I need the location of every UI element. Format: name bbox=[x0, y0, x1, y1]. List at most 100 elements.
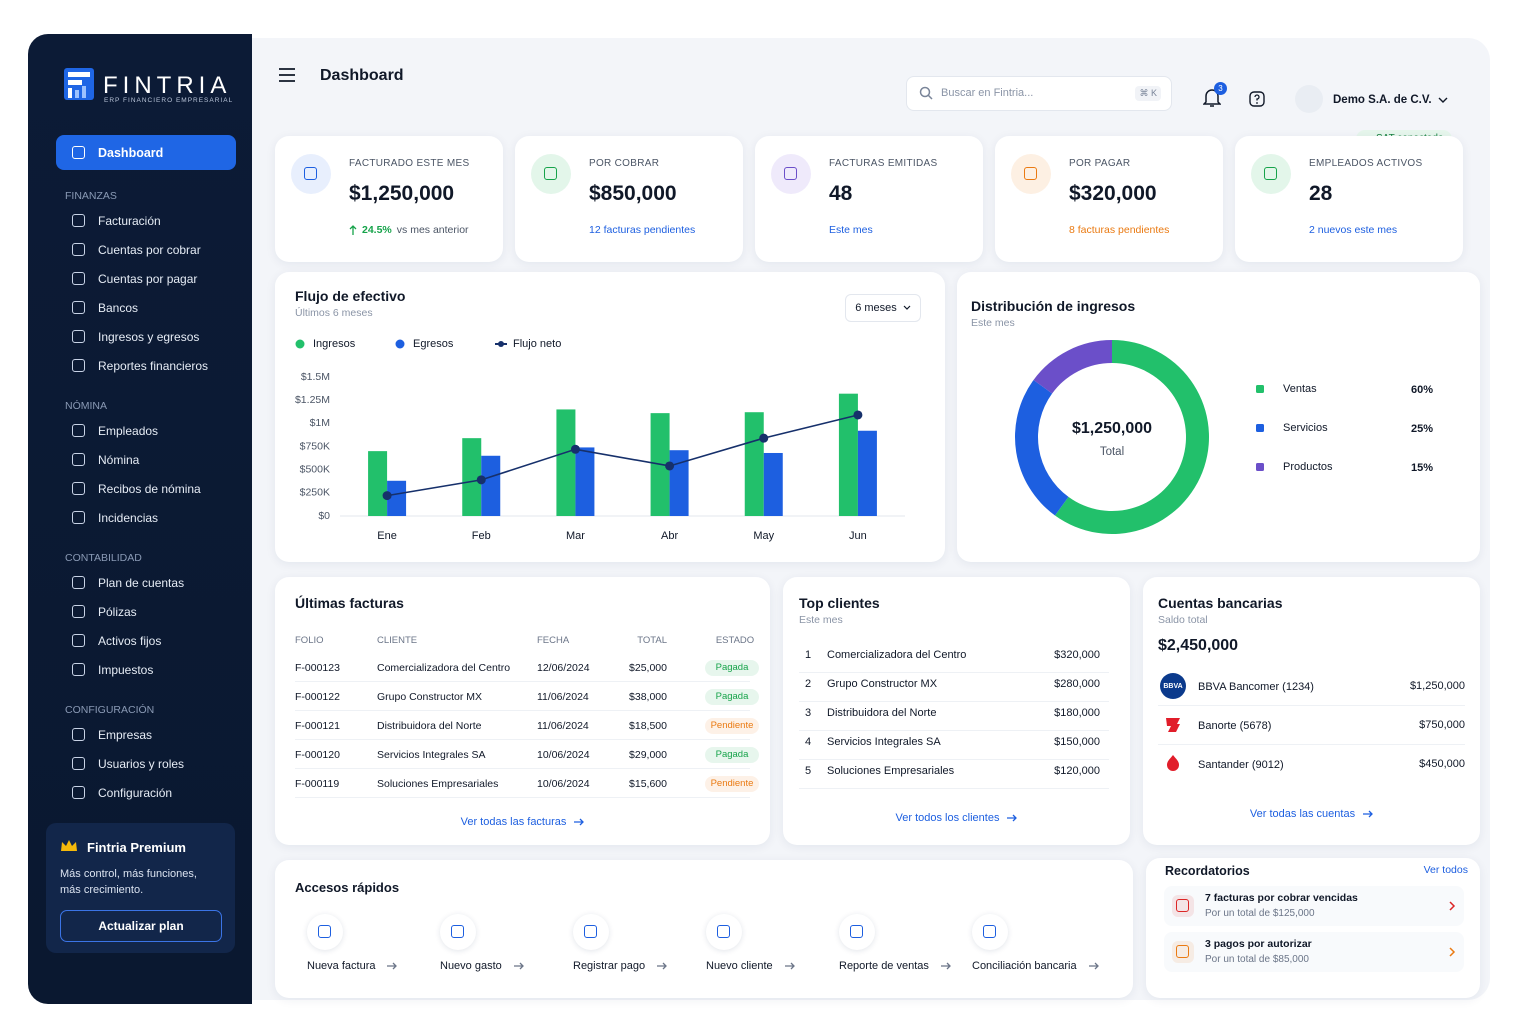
nav-item[interactable]: Cuentas por cobrar bbox=[56, 235, 236, 264]
kpi-label: FACTURAS EMITIDAS bbox=[829, 158, 938, 169]
arrow-shape bbox=[574, 818, 585, 826]
table-cell: 12/06/2024 bbox=[537, 662, 590, 674]
kpi-note: 24.5% vs mes anterior bbox=[349, 224, 469, 236]
nav-item[interactable]: Usuarios y roles bbox=[56, 749, 236, 778]
legend-dot bbox=[498, 341, 504, 347]
nav-item[interactable]: Plan de cuentas bbox=[56, 568, 236, 597]
chevron-down bbox=[1438, 97, 1448, 103]
column-header: TOTAL bbox=[637, 635, 667, 646]
quick-action[interactable]: Nuevo cliente bbox=[696, 914, 821, 984]
client-amount: $150,000 bbox=[1054, 736, 1100, 748]
company-selector[interactable]: Demo S.A. de C.V. bbox=[1295, 85, 1495, 115]
quick-action-icon bbox=[972, 914, 1008, 950]
nav-item[interactable]: Pólizas bbox=[56, 597, 236, 626]
kpi-card: FACTURADO ESTE MES $1,250,000 24.5% vs mes … bbox=[275, 136, 503, 262]
row-divider bbox=[799, 672, 1109, 673]
view-all-link[interactable]: Ver todas las cuentas bbox=[1143, 808, 1480, 820]
nav-item[interactable]: Configuración bbox=[56, 778, 236, 807]
nav-item[interactable]: Recibos de nómina bbox=[56, 474, 236, 503]
nav-item[interactable]: Ingresos y egresos bbox=[56, 322, 236, 351]
row-divider bbox=[799, 730, 1109, 731]
reminder-icon bbox=[1172, 895, 1194, 917]
reminder-item[interactable]: 7 facturas por cobrar vencidas Por un tot… bbox=[1164, 886, 1464, 926]
nav-item[interactable]: Reportes financieros bbox=[56, 351, 236, 380]
kpi-change: 24.5% bbox=[362, 224, 392, 236]
search-box[interactable]: Buscar en Fintria... ⌘ K bbox=[906, 76, 1172, 111]
top-clients-card: Top clientes Este mes 1 Comercializadora de… bbox=[783, 577, 1130, 845]
nav-item[interactable]: Impuestos bbox=[56, 655, 236, 684]
chevron-right bbox=[1449, 901, 1456, 911]
bank-name: BBVA Bancomer (1234) bbox=[1198, 681, 1314, 693]
net-flow-point bbox=[476, 475, 486, 485]
legend-dot bbox=[395, 339, 405, 349]
nav-item[interactable]: Cuentas por pagar bbox=[56, 264, 236, 293]
icon bbox=[318, 925, 331, 938]
bank-balance: $1,250,000 bbox=[1409, 680, 1465, 692]
status-badge: Pagada bbox=[705, 747, 759, 763]
page-title: Dashboard bbox=[320, 67, 404, 84]
arrow-shape bbox=[1363, 810, 1374, 818]
nav-item[interactable]: Activos fijos bbox=[56, 626, 236, 655]
table-cell: F-000123 bbox=[295, 662, 340, 674]
nav-item-active[interactable]: Dashboard bbox=[56, 135, 236, 170]
kpi-note-text: 12 facturas pendientes bbox=[589, 224, 696, 236]
nav-item-label: Cuentas por pagar bbox=[98, 271, 198, 286]
client-amount: $120,000 bbox=[1054, 765, 1100, 777]
bank-logo bbox=[1163, 714, 1183, 734]
kpi-card: EMPLEADOS ACTIVOS 28 2 nuevos este mes bbox=[1235, 136, 1463, 262]
legend-swatch bbox=[1256, 385, 1264, 393]
nav-item-label: Usuarios y roles bbox=[98, 756, 185, 771]
sidebar: FINTRIA ERP FINANCIERO EMPRESARIAL Dashb… bbox=[28, 34, 252, 1004]
nav-section-title: CONTABILIDAD bbox=[65, 552, 142, 564]
bank-name: Santander (9012) bbox=[1198, 759, 1284, 771]
view-all-link[interactable]: Ver todas las facturas bbox=[275, 816, 770, 828]
kpi-note-text: 2 nuevos este mes bbox=[1309, 224, 1398, 236]
row-divider bbox=[295, 681, 750, 682]
quick-action[interactable]: Conciliación bancaria bbox=[962, 914, 1099, 984]
nav-item[interactable]: Bancos bbox=[56, 293, 236, 322]
quick-action[interactable]: Nuevo gasto bbox=[430, 914, 555, 984]
client-rank: 3 bbox=[805, 707, 812, 719]
donut-segment bbox=[1054, 340, 1209, 534]
icon bbox=[784, 167, 797, 180]
x-tick-label: Feb bbox=[472, 530, 491, 542]
kpi-card: POR PAGAR $320,000 8 facturas pendientes bbox=[995, 136, 1223, 262]
bar bbox=[857, 430, 877, 516]
icon bbox=[717, 925, 730, 938]
client-name: Distribuidora del Norte bbox=[827, 707, 937, 719]
view-all-link[interactable]: Ver todos los clientes bbox=[783, 812, 1130, 824]
help-button[interactable] bbox=[1249, 91, 1265, 107]
icon bbox=[72, 330, 85, 343]
status-badge: Pagada bbox=[705, 689, 759, 705]
upgrade-button[interactable]: Actualizar plan bbox=[60, 910, 222, 942]
bank-balance: $450,000 bbox=[1419, 758, 1465, 770]
quick-action[interactable]: Reporte de ventas bbox=[829, 914, 954, 984]
legend-label: Flujo neto bbox=[513, 338, 561, 350]
bar bbox=[669, 450, 689, 516]
period-dropdown[interactable]: 6 meses bbox=[845, 294, 921, 322]
column-header: FOLIO bbox=[295, 635, 324, 646]
view-all-link[interactable]: Ver todos bbox=[1423, 864, 1468, 876]
bar bbox=[368, 451, 388, 516]
bank-logo bbox=[1163, 753, 1183, 773]
reminder-icon bbox=[1172, 941, 1194, 963]
icon bbox=[72, 214, 85, 227]
legend-label: Productos bbox=[1283, 461, 1333, 473]
search-icon bbox=[919, 86, 933, 100]
kpi-card: FACTURAS EMITIDAS 48 Este mes bbox=[755, 136, 983, 262]
nav-item-label: Ingresos y egresos bbox=[98, 329, 200, 344]
quick-action[interactable]: Registrar pago bbox=[563, 914, 688, 984]
reminder-item[interactable]: 3 pagos por autorizar Por un total de $85… bbox=[1164, 932, 1464, 972]
table-cell: $18,500 bbox=[629, 720, 667, 732]
nav-item[interactable]: Empleados bbox=[56, 416, 236, 445]
table-cell: Distribuidora del Norte bbox=[377, 720, 482, 732]
arrow-shape bbox=[387, 962, 398, 970]
quick-action[interactable]: Nueva factura bbox=[297, 914, 422, 984]
nav-item[interactable]: Nómina bbox=[56, 445, 236, 474]
nav-item[interactable]: Empresas bbox=[56, 720, 236, 749]
nav-item[interactable]: Facturación bbox=[56, 206, 236, 235]
menu-button[interactable] bbox=[279, 68, 295, 82]
nav-item[interactable]: Incidencias bbox=[56, 503, 236, 532]
quick-access-card: Accesos rápidos Nueva factura Nuevo gasto R… bbox=[275, 860, 1133, 998]
arrow-icon bbox=[387, 962, 398, 970]
